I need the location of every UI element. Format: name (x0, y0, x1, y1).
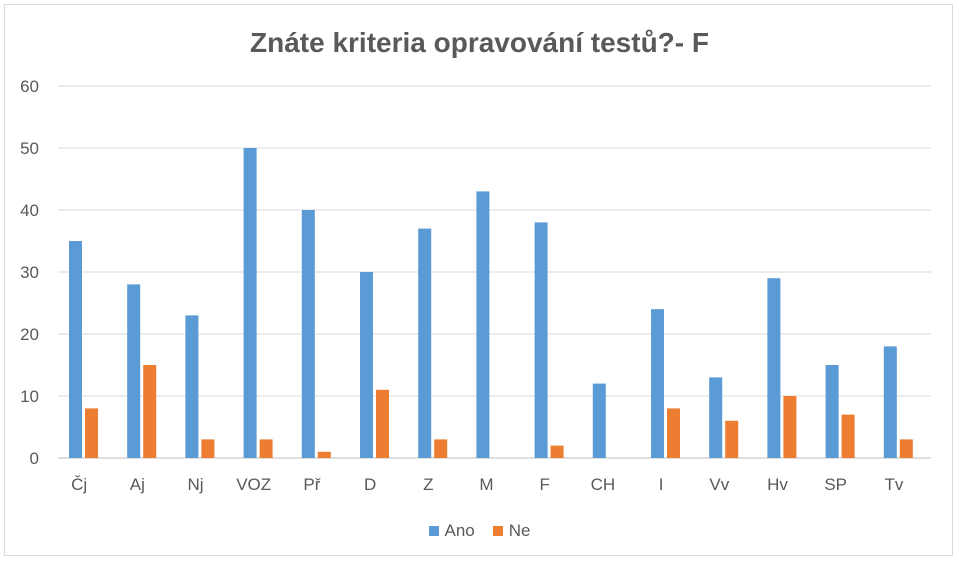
bar-ne-3 (259, 439, 273, 458)
x-tick-label: Nj (187, 475, 203, 494)
bar-ne-2 (201, 439, 215, 458)
y-tick-label: 20 (20, 325, 39, 344)
bar-ano-8 (534, 222, 548, 458)
chart-area: Znáte kriteria opravování testů?- F 0 10 2… (4, 4, 953, 556)
y-tick-label: 60 (20, 77, 39, 96)
x-tick-label: CH (591, 475, 616, 494)
bar-ne-1 (143, 365, 157, 458)
bar-ne-14 (899, 439, 913, 458)
y-tick-label: 10 (20, 387, 39, 406)
bar-ano-3 (243, 148, 257, 458)
bar-ne-12 (783, 396, 797, 458)
y-tick-label: 50 (20, 139, 39, 158)
plot-area: 0 10 20 30 40 50 60 Čj Aj Nj VOZ Př D Z M F CH I Vv Hv SP Tv (20, 77, 931, 494)
bar-ano-11 (709, 377, 723, 458)
bar-ne-11 (725, 420, 739, 458)
legend-item-ano: Ano (428, 521, 475, 541)
bar-ano-5 (360, 272, 373, 458)
x-tick-label: D (364, 475, 376, 494)
x-tick-label: Tv (884, 475, 903, 494)
y-tick-label: 0 (30, 449, 39, 468)
x-tick-label: Čj (71, 475, 87, 494)
y-tick-label: 30 (20, 263, 39, 282)
x-tick-label: F (540, 475, 550, 494)
bar-ne-0 (85, 408, 98, 458)
x-tick-label: Hv (767, 475, 788, 494)
y-tick-label: 40 (20, 201, 39, 220)
bar-ano-1 (127, 284, 141, 458)
x-tick-label: VOZ (236, 475, 271, 494)
chart-title: Znáte kriteria opravování testů?- F (250, 27, 709, 58)
bar-ano-13 (825, 365, 839, 458)
bar-ano-12 (767, 278, 781, 458)
bar-ano-6 (418, 228, 432, 458)
bar-ano-14 (883, 346, 897, 458)
legend-swatch-ano (428, 526, 439, 536)
x-tick-label: Př (303, 475, 320, 494)
legend-swatch-ne (492, 526, 503, 536)
bar-ano-4 (301, 210, 315, 458)
bar-ano-9 (592, 383, 606, 458)
bar-ano-10 (651, 309, 664, 458)
bar-ne-5 (376, 389, 389, 458)
bar-ano-0 (69, 241, 82, 458)
bar-ne-8 (550, 445, 564, 458)
x-tick-label: Vv (709, 475, 729, 494)
bar-ne-13 (841, 414, 855, 458)
x-tick-label: Aj (130, 475, 145, 494)
bar-ano-2 (185, 315, 199, 458)
legend: Ano Ne (5, 521, 954, 541)
x-tick-label: M (479, 475, 493, 494)
legend-label-ano: Ano (444, 521, 475, 540)
legend-item-ne: Ne (492, 521, 531, 541)
bar-ne-6 (434, 439, 448, 458)
x-tick-label: I (659, 475, 664, 494)
x-tick-label: Z (423, 475, 433, 494)
bar-ne-10 (667, 408, 680, 458)
bar-ne-4 (317, 451, 331, 458)
bar-ano-7 (476, 191, 490, 458)
x-tick-label: SP (824, 475, 847, 494)
legend-label-ne: Ne (508, 521, 531, 540)
